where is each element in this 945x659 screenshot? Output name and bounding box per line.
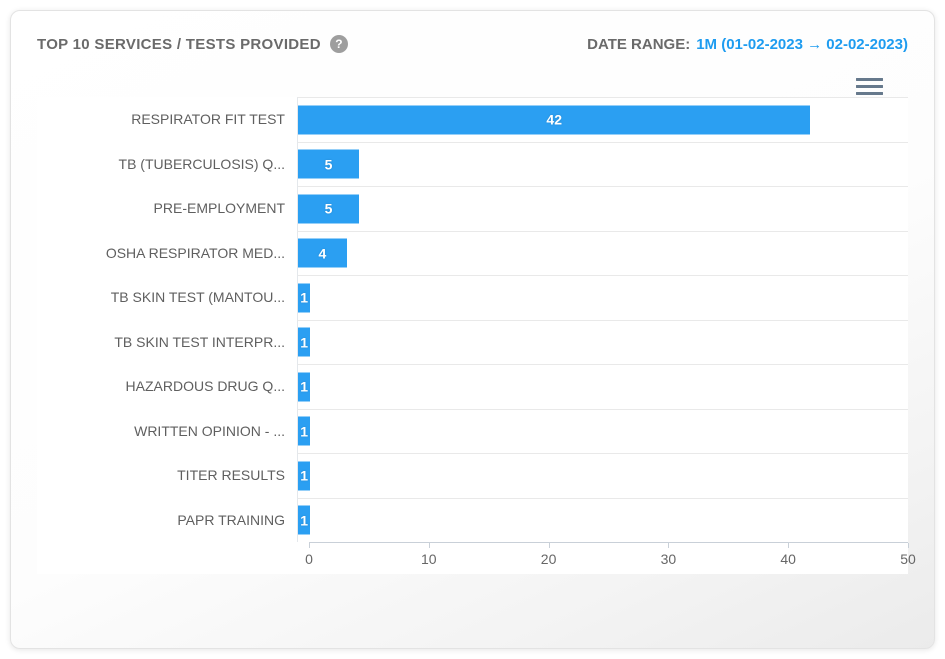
category-label: PRE-EMPLOYMENT bbox=[153, 200, 285, 217]
bar-value-label: 1 bbox=[300, 512, 308, 529]
date-range-value[interactable]: 1M (01-02-2023 → 02-02-2023) bbox=[696, 35, 908, 53]
bar[interactable]: 1 bbox=[298, 372, 311, 402]
chart-row: OSHA RESPIRATOR MED... 4 bbox=[37, 230, 908, 275]
axis-tick bbox=[548, 543, 550, 548]
axis-tick bbox=[908, 543, 909, 548]
bar-value-label: 5 bbox=[324, 200, 333, 217]
horizontal-bar-chart: RESPIRATOR FIT TEST 42 TB (TUBERCULOSIS) Q… bbox=[37, 97, 916, 574]
bar[interactable]: 1 bbox=[298, 505, 311, 535]
axis-tick bbox=[668, 543, 670, 548]
bar-value-label: 42 bbox=[546, 111, 562, 128]
axis-tick bbox=[428, 543, 430, 548]
chart-title: TOP 10 SERVICES / TESTS PROVIDED bbox=[37, 35, 321, 53]
category-label: TB SKIN TEST (MANTOU... bbox=[110, 289, 285, 306]
chart-row: TB (TUBERCULOSIS) Q... 5 bbox=[37, 141, 908, 186]
bar-value-label: 1 bbox=[300, 467, 308, 484]
chart-row: TB SKIN TEST INTERPR... 1 bbox=[37, 319, 908, 364]
chart-row: PAPR TRAINING 1 bbox=[37, 497, 908, 542]
top-services-chart-card: TOP 10 SERVICES / TESTS PROVIDED ? DATE … bbox=[10, 10, 935, 649]
chart-row: TITER RESULTS 1 bbox=[37, 453, 908, 498]
chart-row: RESPIRATOR FIT TEST 42 bbox=[37, 97, 908, 142]
x-axis: 0 10 20 30 40 50 bbox=[305, 542, 916, 574]
bar-track: 1 bbox=[297, 497, 908, 542]
bar-rows: RESPIRATOR FIT TEST 42 TB (TUBERCULOSIS) Q… bbox=[37, 97, 908, 542]
category-label: TB (TUBERCULOSIS) Q... bbox=[118, 155, 285, 172]
bar-track: 5 bbox=[297, 186, 908, 231]
category-label: TB SKIN TEST INTERPR... bbox=[114, 333, 285, 350]
hamburger-menu-icon bbox=[856, 78, 883, 95]
bar[interactable]: 5 bbox=[298, 194, 359, 224]
axis-tick-label: 40 bbox=[780, 551, 796, 567]
bar-track: 1 bbox=[297, 453, 908, 498]
category-label: RESPIRATOR FIT TEST bbox=[131, 111, 285, 128]
chart-row: HAZARDOUS DRUG Q... 1 bbox=[37, 364, 908, 409]
axis-tick-label: 0 bbox=[305, 551, 313, 567]
axis-spacer bbox=[37, 542, 309, 574]
help-icon[interactable]: ? bbox=[329, 35, 348, 53]
axis-tick-label: 10 bbox=[421, 551, 437, 567]
bar-track: 1 bbox=[297, 408, 908, 453]
category-label: WRITTEN OPINION - ... bbox=[134, 422, 285, 439]
axis-tick-label: 20 bbox=[540, 551, 557, 567]
date-range-label: DATE RANGE: bbox=[587, 35, 691, 53]
bar[interactable]: 1 bbox=[298, 283, 311, 313]
bar-value-label: 4 bbox=[318, 245, 327, 262]
bar-track: 42 bbox=[297, 97, 908, 142]
bar-track: 1 bbox=[297, 364, 908, 409]
date-range: DATE RANGE: 1M (01-02-2023 → 02-02-2023) bbox=[587, 36, 908, 53]
bar-track: 4 bbox=[297, 230, 908, 275]
bar[interactable]: 1 bbox=[298, 327, 311, 357]
bar[interactable]: 5 bbox=[298, 149, 359, 179]
title-wrap: TOP 10 SERVICES / TESTS PROVIDED ? bbox=[37, 35, 348, 53]
x-axis-row: 0 10 20 30 40 50 bbox=[37, 542, 916, 574]
bar[interactable]: 1 bbox=[298, 461, 311, 491]
axis-tick bbox=[788, 543, 790, 548]
category-label: PAPR TRAINING bbox=[177, 511, 285, 528]
bar-value-label: 5 bbox=[324, 156, 333, 173]
chart-export-menu-button[interactable] bbox=[853, 71, 886, 102]
category-label: TITER RESULTS bbox=[177, 467, 285, 484]
bar-value-label: 1 bbox=[300, 289, 308, 306]
bar[interactable]: 4 bbox=[298, 238, 347, 268]
bar[interactable]: 1 bbox=[298, 416, 311, 446]
bar-track: 1 bbox=[297, 275, 908, 320]
axis-tick-label: 50 bbox=[900, 551, 916, 567]
bar-value-label: 1 bbox=[300, 378, 308, 395]
chart-row: PRE-EMPLOYMENT 5 bbox=[37, 186, 908, 231]
bar-track: 1 bbox=[297, 319, 908, 364]
chart-row: WRITTEN OPINION - ... 1 bbox=[37, 408, 908, 453]
bar-value-label: 1 bbox=[300, 334, 308, 351]
chart-row: TB SKIN TEST (MANTOU... 1 bbox=[37, 275, 908, 320]
category-label: HAZARDOUS DRUG Q... bbox=[125, 378, 285, 395]
card-header: TOP 10 SERVICES / TESTS PROVIDED ? DATE … bbox=[37, 35, 908, 53]
category-label: OSHA RESPIRATOR MED... bbox=[105, 244, 285, 261]
bar[interactable]: 42 bbox=[298, 105, 811, 135]
bar-value-label: 1 bbox=[300, 423, 308, 440]
axis-tick bbox=[309, 543, 310, 548]
bar-track: 5 bbox=[297, 141, 908, 186]
axis-tick-label: 30 bbox=[660, 551, 677, 567]
